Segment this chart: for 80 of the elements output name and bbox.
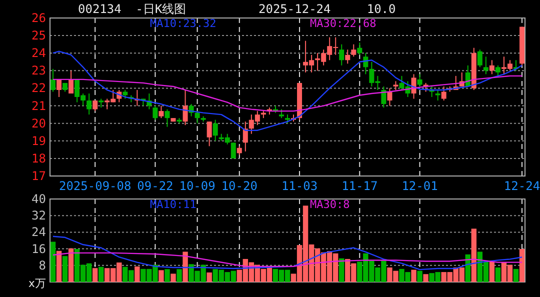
bar bbox=[68, 248, 74, 282]
bar bbox=[56, 250, 62, 282]
candlestick bbox=[441, 86, 446, 102]
candlestick bbox=[194, 110, 200, 124]
candlestick bbox=[417, 74, 422, 87]
bar bbox=[423, 274, 428, 282]
bar bbox=[98, 266, 104, 282]
candlestick bbox=[164, 108, 170, 128]
candlestick bbox=[351, 44, 356, 58]
x-tick-label: 10-09 bbox=[179, 179, 216, 193]
candlestick bbox=[86, 92, 92, 116]
bar bbox=[417, 270, 422, 282]
bar bbox=[176, 269, 182, 282]
text: MA10:11 bbox=[150, 198, 196, 211]
candlestick bbox=[50, 68, 56, 92]
candlestick bbox=[242, 121, 248, 152]
bar bbox=[411, 270, 416, 282]
bar bbox=[206, 272, 212, 282]
x-tick-label: 11-03 bbox=[281, 179, 318, 193]
candlestick bbox=[477, 49, 482, 68]
candlestick bbox=[357, 42, 362, 56]
bar bbox=[134, 266, 140, 282]
y-tick-label: 24 bbox=[32, 225, 46, 240]
candlestick bbox=[158, 105, 164, 119]
y-tick-label: 19 bbox=[32, 134, 46, 148]
y-tick-label: 24 bbox=[32, 46, 46, 60]
x-tick-label: 12-01 bbox=[402, 179, 438, 193]
candlestick bbox=[182, 89, 188, 126]
y-tick-label: 21 bbox=[32, 98, 46, 113]
text: MA30:22.68 bbox=[310, 17, 376, 30]
x-tick-label: 09-22 bbox=[137, 179, 174, 193]
y-tick-label: 23 bbox=[32, 64, 46, 78]
y-tick-label: 20 bbox=[32, 116, 46, 130]
candlestick bbox=[495, 64, 500, 76]
candlestick bbox=[56, 78, 62, 98]
candlestick bbox=[339, 44, 344, 66]
bar bbox=[471, 228, 476, 282]
y-tick-label: 40 bbox=[32, 192, 46, 206]
bar bbox=[489, 262, 495, 282]
bar bbox=[50, 242, 56, 282]
text: MA10:23.32 bbox=[150, 17, 216, 30]
y-axis-title: x万 bbox=[28, 277, 46, 290]
bar bbox=[495, 267, 501, 282]
candlestick bbox=[387, 88, 392, 106]
y-tick-label: 32 bbox=[32, 208, 46, 223]
candlestick bbox=[381, 86, 386, 108]
line-series bbox=[52, 75, 523, 112]
y-tick-label: 16 bbox=[32, 242, 46, 256]
y-tick-label: 18 bbox=[32, 151, 46, 166]
bar bbox=[158, 270, 164, 282]
x-tick-label: 11-17 bbox=[342, 179, 378, 193]
line-series bbox=[52, 236, 523, 270]
text: MA30:8 bbox=[310, 198, 350, 211]
bar bbox=[92, 268, 98, 282]
y-tick-label: 25 bbox=[32, 28, 46, 43]
bar bbox=[513, 268, 519, 282]
bar bbox=[339, 258, 344, 282]
y-tick-label: 17 bbox=[32, 169, 46, 183]
candlestick bbox=[483, 56, 488, 75]
candlestick bbox=[92, 100, 98, 112]
candlestick bbox=[212, 119, 218, 142]
bar bbox=[62, 256, 68, 282]
y-tick-label: 26 bbox=[32, 11, 46, 25]
candlestick bbox=[152, 105, 158, 120]
chart-title: 002134 -日K线图 2025-12-24 10.0 bbox=[78, 2, 396, 16]
candlestick bbox=[345, 49, 350, 64]
y-tick-label: 8 bbox=[38, 258, 46, 272]
candlestick bbox=[230, 142, 236, 159]
y-tick-label: 22 bbox=[32, 81, 46, 96]
candlestick bbox=[489, 60, 494, 75]
bar bbox=[519, 249, 525, 282]
candlestick bbox=[206, 121, 212, 147]
line-series bbox=[52, 252, 523, 268]
x-tick-label: 10-20 bbox=[221, 179, 258, 193]
x-tick-label: 2025-09-08 bbox=[58, 179, 132, 193]
x-tick-label: 12-24 bbox=[504, 179, 540, 193]
candlestick bbox=[68, 70, 74, 94]
bar bbox=[182, 252, 188, 282]
bar bbox=[170, 274, 176, 282]
bar bbox=[164, 269, 170, 282]
